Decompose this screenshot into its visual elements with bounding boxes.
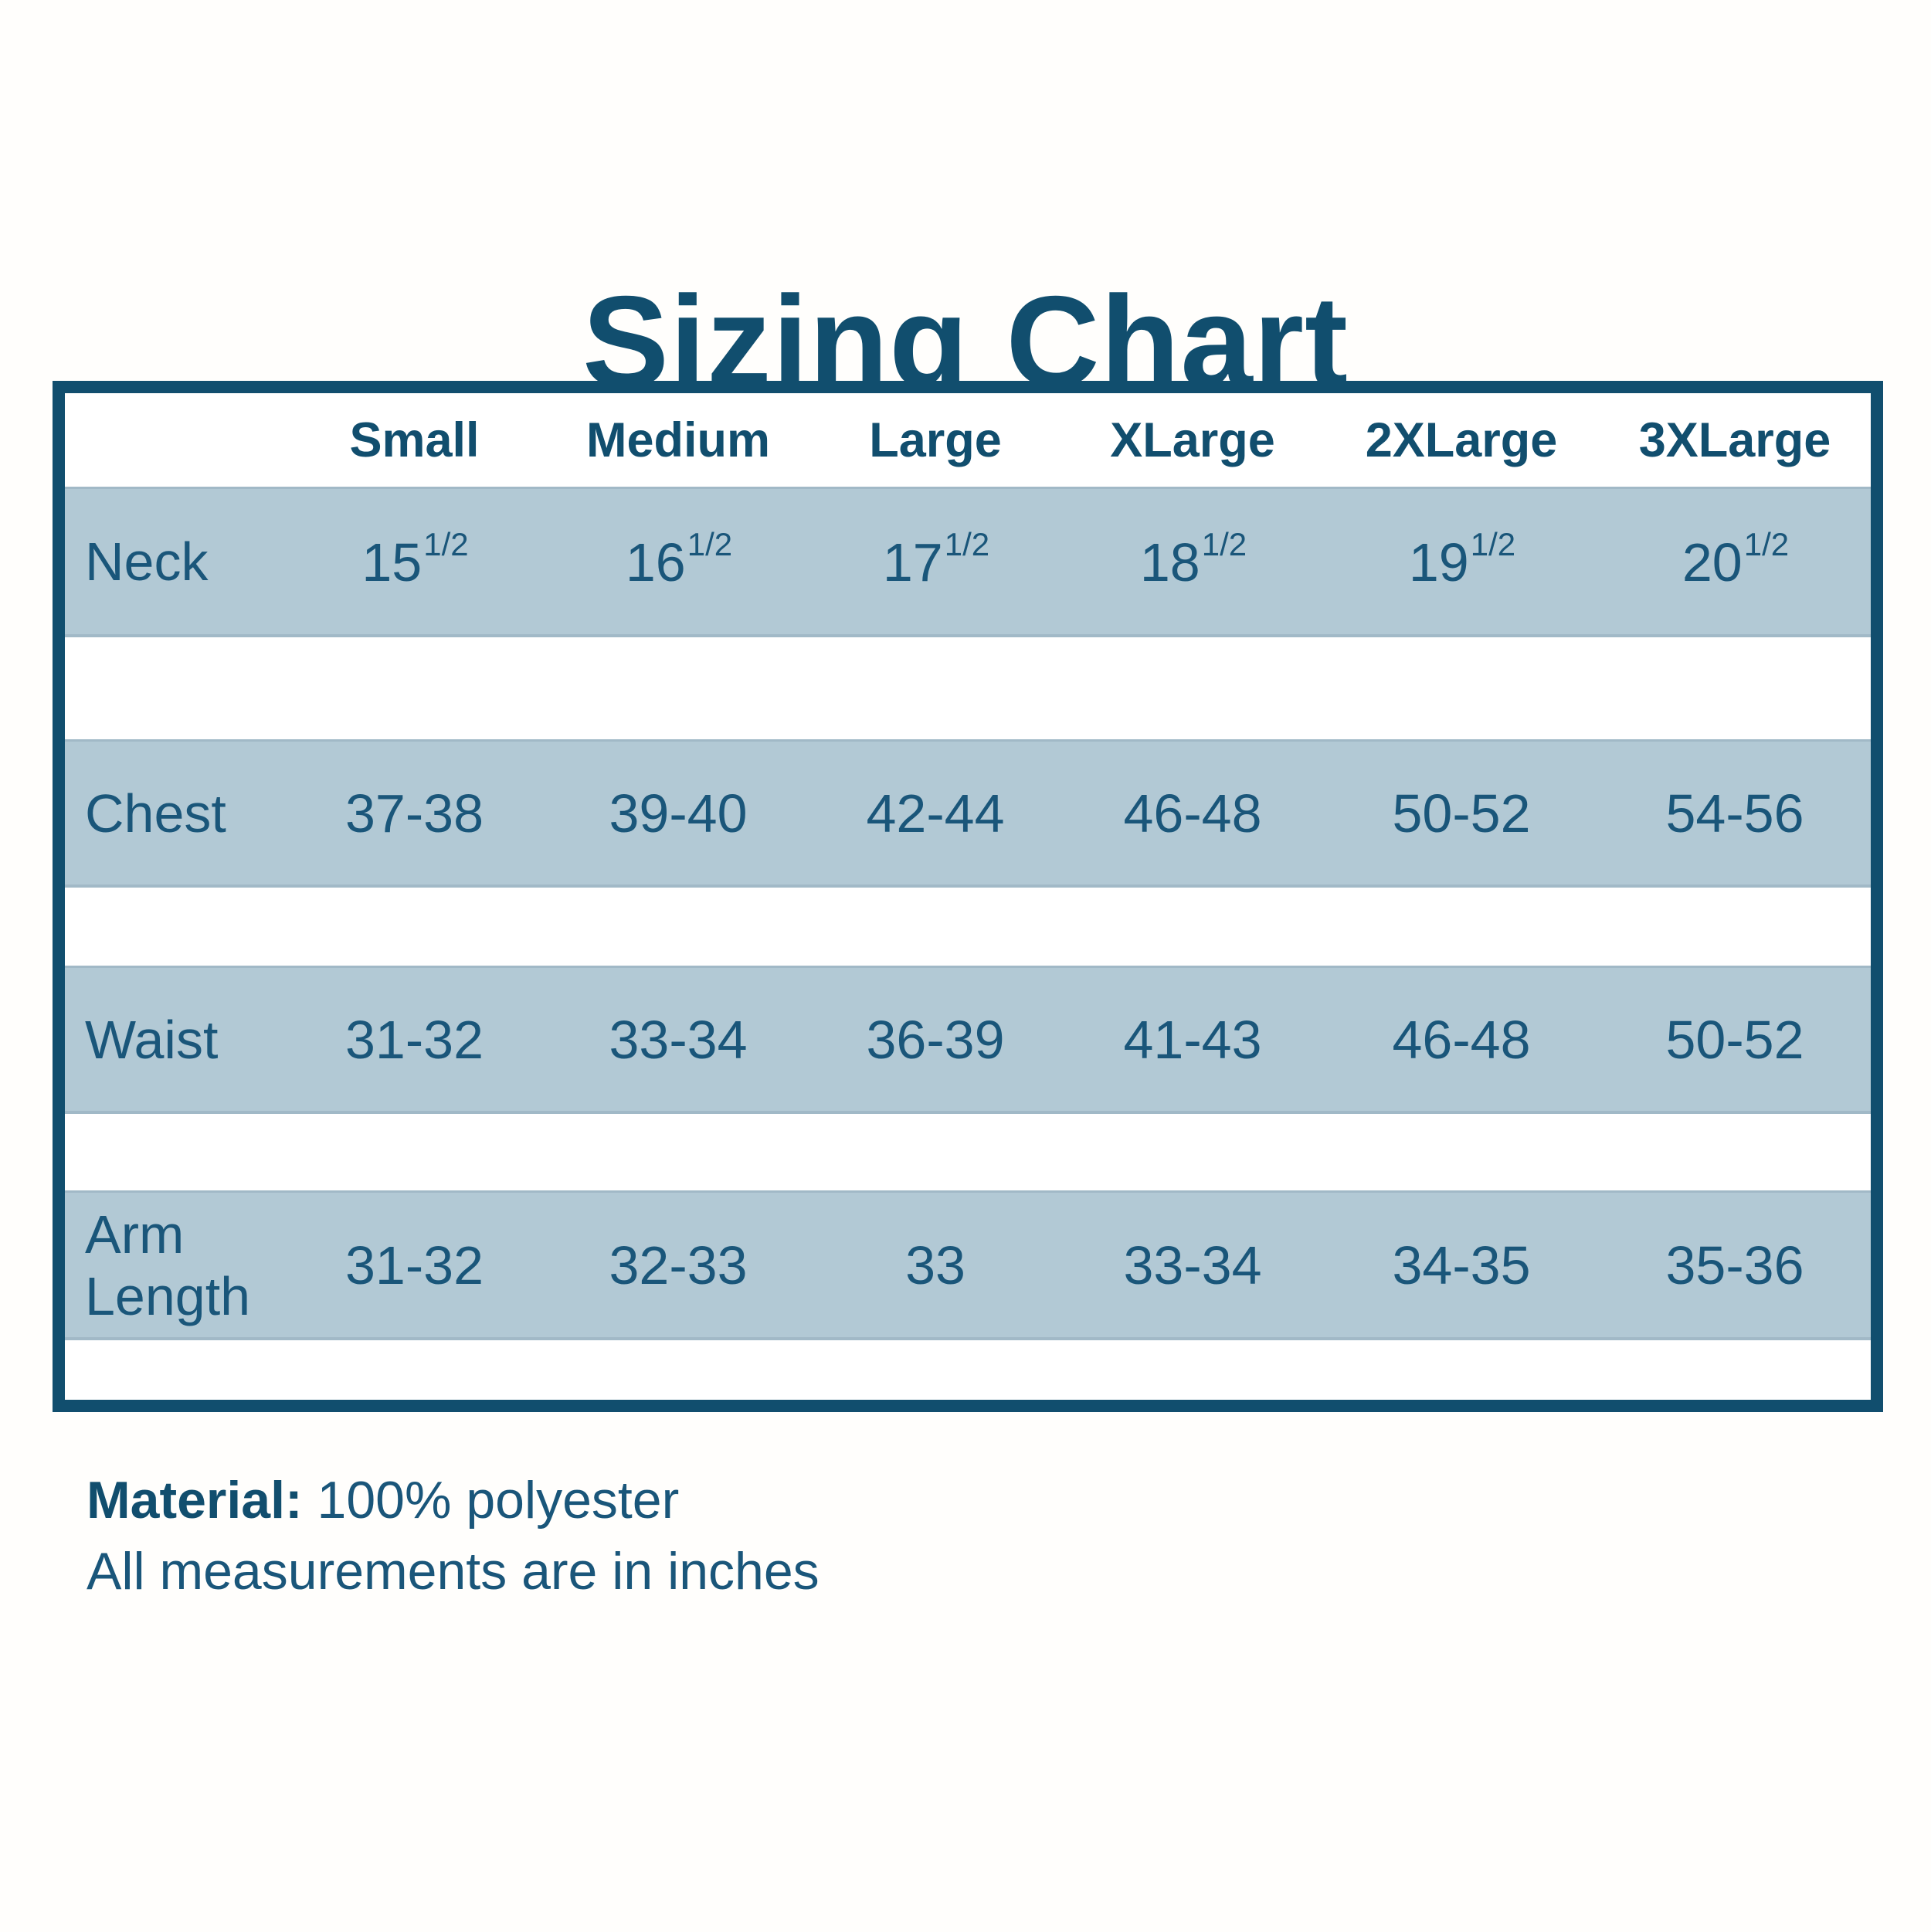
value-cell: 46-48 — [1392, 1010, 1531, 1070]
row-separator — [65, 637, 1871, 739]
table-header-row: Small Medium Large XLarge 2XLarge 3XLarg… — [65, 393, 1871, 487]
value-cell: 151/2 — [361, 526, 469, 593]
sizing-table: Small Medium Large XLarge 2XLarge 3XLarg… — [53, 381, 1883, 1412]
table-row-waist: Waist 31-32 33-34 36-39 41-43 46-48 50-52 — [65, 966, 1871, 1114]
material-value: 100% polyester — [302, 1471, 680, 1530]
row-label-waist: Waist — [85, 1009, 219, 1070]
column-header-3xlarge: 3XLarge — [1638, 413, 1831, 467]
row-separator — [65, 888, 1871, 966]
value-cell: 50-52 — [1665, 1010, 1804, 1070]
row-label-arm-length: Arm Length — [85, 1204, 251, 1327]
value-cell: 201/2 — [1682, 526, 1790, 593]
value-cell: 31-32 — [344, 1010, 484, 1070]
fraction-superscript: 1/2 — [944, 526, 990, 563]
table-row-neck: Neck 151/2 161/2 171/2 181/2 191/2 201/2 — [65, 487, 1871, 637]
fraction-superscript: 1/2 — [1470, 526, 1516, 563]
material-line: Material: 100% polyester — [87, 1465, 820, 1536]
column-header-xlarge: XLarge — [1110, 413, 1275, 467]
fraction-superscript: 1/2 — [423, 526, 469, 563]
measurements-note: All measurements are in inches — [87, 1542, 820, 1601]
value-cell: 54-56 — [1665, 783, 1804, 844]
value-cell: 34-35 — [1392, 1235, 1531, 1295]
footer-notes: Material: 100% polyester All measurement… — [87, 1465, 820, 1607]
row-label-chest: Chest — [85, 783, 226, 844]
fraction-superscript: 1/2 — [1201, 526, 1247, 563]
value-cell: 50-52 — [1392, 783, 1531, 844]
value-cell: 33-34 — [609, 1010, 748, 1070]
column-header-2xlarge: 2XLarge — [1365, 413, 1558, 467]
column-header-small: Small — [349, 413, 480, 467]
value-cell: 171/2 — [882, 526, 990, 593]
value-cell: 37-38 — [344, 783, 484, 844]
value-cell: 36-39 — [866, 1010, 1005, 1070]
column-header-medium: Medium — [585, 413, 770, 467]
value-cell: 39-40 — [609, 783, 748, 844]
value-cell: 46-48 — [1123, 783, 1262, 844]
value-cell: 35-36 — [1665, 1235, 1804, 1295]
row-separator — [65, 1114, 1871, 1190]
value-cell: 41-43 — [1123, 1010, 1262, 1070]
row-label-neck: Neck — [85, 531, 209, 593]
value-cell: 32-33 — [609, 1235, 748, 1295]
fraction-superscript: 1/2 — [1743, 526, 1790, 563]
value-cell: 42-44 — [866, 783, 1005, 844]
table-row-chest: Chest 37-38 39-40 42-44 46-48 50-52 54-56 — [65, 739, 1871, 888]
value-cell: 161/2 — [625, 526, 733, 593]
table-row-arm-length: Arm Length 31-32 32-33 33 33-34 34-35 35-36 — [65, 1190, 1871, 1340]
value-cell: 33-34 — [1123, 1235, 1262, 1295]
value-cell: 181/2 — [1139, 526, 1247, 593]
material-label: Material: — [87, 1471, 303, 1530]
column-header-large: Large — [869, 413, 1002, 467]
value-cell: 191/2 — [1408, 526, 1516, 593]
fraction-superscript: 1/2 — [687, 526, 733, 563]
value-cell: 31-32 — [344, 1235, 484, 1295]
value-cell: 33 — [905, 1235, 966, 1295]
